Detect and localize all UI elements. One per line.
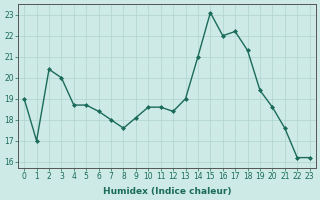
X-axis label: Humidex (Indice chaleur): Humidex (Indice chaleur) [103, 187, 231, 196]
